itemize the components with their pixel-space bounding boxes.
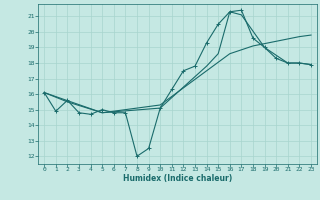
X-axis label: Humidex (Indice chaleur): Humidex (Indice chaleur) <box>123 174 232 183</box>
